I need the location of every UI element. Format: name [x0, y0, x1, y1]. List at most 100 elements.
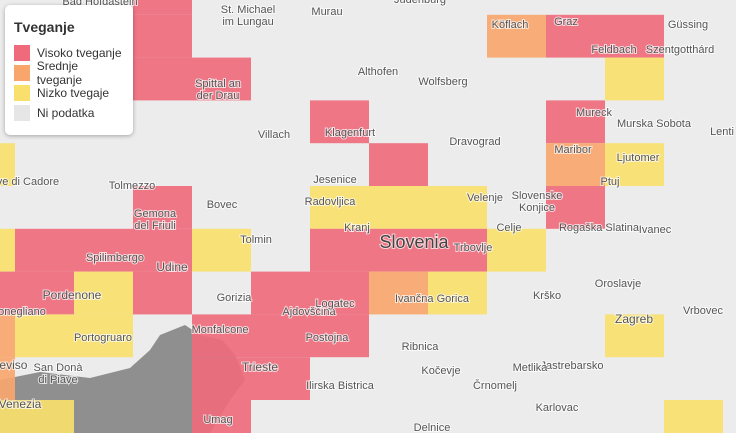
place-label: Güssing: [668, 19, 708, 31]
place-label: Slovenia: [379, 232, 449, 252]
risk-cell: [251, 314, 310, 358]
place-label: Rogaška Slatina: [559, 222, 640, 234]
risk-cell: [546, 143, 605, 186]
place-label: Köflach: [492, 19, 529, 31]
legend-swatch: [14, 45, 30, 61]
place-label: del Friuli: [134, 220, 176, 232]
legend-label: Visoko tveganje: [37, 46, 122, 60]
place-label: Treviso: [0, 358, 28, 372]
legend-swatch: [14, 65, 30, 81]
risk-cell: [0, 357, 15, 400]
risk-cell: [133, 57, 192, 101]
place-label: Logatec: [315, 298, 355, 310]
risk-cell: [251, 357, 310, 400]
place-label: Althofen: [358, 66, 398, 78]
place-label: Oroslavje: [595, 278, 641, 290]
risk-cell: [15, 228, 74, 272]
place-label: Delnice: [414, 422, 451, 433]
risk-cell: [192, 400, 251, 433]
legend-swatch: [14, 85, 30, 101]
place-label: Postojna: [306, 332, 350, 344]
risk-cell: [0, 400, 15, 433]
place-label: Krško: [533, 290, 561, 302]
place-label: Slovenske: [512, 190, 563, 202]
place-label: Velenje: [467, 192, 503, 204]
risk-cell: [15, 271, 74, 315]
place-label: der Drau: [197, 90, 240, 102]
place-label: Ribnica: [402, 341, 440, 353]
place-label: Kranj: [344, 222, 370, 234]
risk-cell: [74, 228, 133, 272]
risk-cell: [133, 271, 192, 315]
risk-cell: [133, 0, 192, 15]
risk-cell: [15, 400, 74, 433]
risk-cell: [546, 186, 605, 229]
risk-cell: [605, 143, 664, 186]
place-label: Trbovlje: [454, 242, 493, 254]
legend-label: Ni podatka: [37, 106, 95, 120]
place-label: Jesenice: [313, 174, 356, 186]
place-label: Klagenfurt: [325, 127, 375, 139]
risk-cell: [605, 14, 664, 58]
risk-cell: [664, 400, 723, 433]
risk-cell: [0, 314, 15, 358]
place-label: Ljutomer: [617, 152, 660, 164]
place-label: Wolfsberg: [418, 76, 467, 88]
place-label: Pordenone: [43, 288, 102, 302]
place-label: Feldbach: [591, 44, 636, 56]
place-label: Murska Sobota: [617, 118, 692, 130]
risk-cell: [74, 271, 133, 315]
risk-cell: [0, 143, 15, 186]
risk-cell: [310, 314, 369, 358]
risk-cell: [546, 100, 605, 144]
risk-cell: [369, 228, 428, 272]
place-label: Mureck: [576, 107, 613, 119]
place-label: Črnomelj: [473, 379, 517, 392]
legend-label: Nizko tvegaje: [37, 86, 110, 100]
legend-title: Tveganje: [14, 19, 75, 35]
risk-cell: [369, 186, 428, 229]
risk-cell: [192, 314, 251, 358]
risk-cell: [15, 314, 74, 358]
place-label: Ajdovščina: [282, 306, 336, 318]
legend-item: Nizko tvegaje: [14, 83, 125, 103]
legend-swatch: [14, 105, 30, 121]
place-label: im Lungau: [222, 16, 273, 28]
place-label: Ivančna Gorica: [395, 293, 470, 305]
risk-cell: [192, 57, 251, 101]
place-label: Umag: [203, 414, 232, 426]
place-label: Tolmin: [240, 234, 272, 246]
place-label: Pieve di Cadore: [0, 176, 59, 188]
risk-cell: [133, 186, 192, 229]
place-label: Dravograd: [449, 136, 500, 148]
place-label: Celje: [496, 222, 521, 234]
risk-cell: [133, 14, 192, 58]
risk-cell: [251, 271, 310, 315]
risk-cell: [369, 143, 428, 186]
place-label: Villach: [258, 129, 290, 141]
legend-item: Ni podatka: [14, 103, 125, 123]
risk-cell: [0, 228, 15, 272]
risk-cell: [546, 14, 605, 58]
risk-cell: [428, 186, 487, 229]
place-label: Jastrebarsko: [541, 360, 604, 372]
place-label: Kočevje: [421, 365, 460, 377]
place-label: Udine: [156, 260, 188, 274]
place-label: Konjice: [519, 202, 555, 214]
place-label: Vrbovec: [683, 305, 723, 317]
place-label: Trieste: [242, 360, 279, 374]
legend-item: Visoko tveganje: [14, 43, 125, 63]
place-label: Judenburg: [394, 0, 446, 6]
risk-cell: [310, 100, 369, 144]
place-label: Graz: [554, 16, 578, 28]
place-label: Portogruaro: [74, 332, 132, 344]
place-label: Szentgotthárd: [646, 44, 715, 56]
place-label: Gorizia: [217, 292, 253, 304]
risk-cell: [310, 271, 369, 315]
place-label: St. Michael: [221, 4, 275, 16]
place-label: Zagreb: [615, 312, 653, 326]
risk-cell: [192, 357, 251, 400]
place-label: Ivanec: [639, 224, 672, 236]
